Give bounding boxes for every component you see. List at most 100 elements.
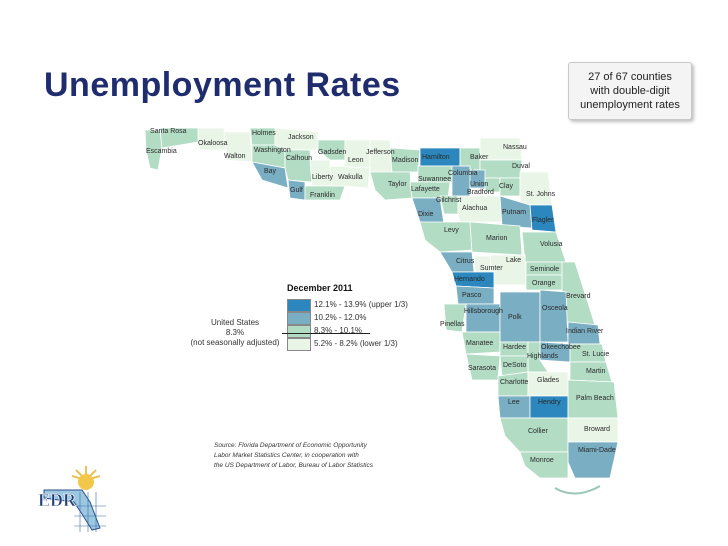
- label-wakulla: Wakulla: [338, 174, 363, 181]
- legend-range-1: 12.1% - 13.9%: [314, 300, 367, 309]
- label-marion: Marion: [486, 235, 508, 242]
- legend-range-4: 5.2% - 8.2%: [314, 339, 358, 348]
- us-note: (not seasonally adjusted): [190, 338, 280, 347]
- label-st-lucie: St. Lucie: [582, 351, 609, 358]
- label-columbia: Columbia: [448, 170, 478, 177]
- slide-title: Unemployment Rates: [44, 66, 401, 104]
- label-union: Union: [470, 181, 488, 188]
- legend-swatch-2: [287, 312, 311, 325]
- label-flagler: Flagler: [532, 217, 554, 224]
- label-citrus: Citrus: [456, 258, 475, 265]
- label-clay: Clay: [499, 183, 514, 190]
- source-line-1: Source: Florida Department of Economic O…: [214, 442, 367, 449]
- edr-logo: EDR: [38, 466, 106, 532]
- label-hardee: Hardee: [503, 344, 526, 351]
- florida-shape-icon: [43, 489, 101, 531]
- callout-line-1: 27 of 67 counties: [588, 71, 672, 83]
- legend-range-3: 8.3% - 10.1%: [314, 326, 363, 335]
- label-okeechobee: Okeechobee: [541, 344, 581, 351]
- label-levy: Levy: [444, 227, 459, 234]
- county-alachua: [457, 195, 503, 223]
- label-highlands: Highlands: [527, 353, 559, 360]
- grid-lines-icon: [74, 492, 106, 532]
- callout-line-2: with double-digit: [590, 85, 670, 97]
- logo-text: EDR: [38, 490, 77, 510]
- label-seminole: Seminole: [530, 266, 559, 273]
- label-hendry: Hendry: [538, 399, 561, 406]
- county-bradford: [484, 177, 501, 193]
- label-pinellas: Pinellas: [440, 321, 465, 328]
- label-monroe: Monroe: [530, 457, 554, 464]
- label-suwannee: Suwannee: [418, 176, 451, 183]
- callout-line-3: unemployment rates: [580, 99, 680, 111]
- us-label: United States: [210, 318, 260, 327]
- county-osceola: [539, 289, 569, 343]
- legend-note-1: (upper 1/3): [368, 300, 408, 309]
- county-collier: [499, 417, 569, 453]
- label-lee: Lee: [508, 399, 520, 406]
- county-monroe: [519, 451, 569, 479]
- label-holmes: Holmes: [252, 130, 276, 137]
- sun-icon: [78, 474, 94, 490]
- label-gadsden: Gadsden: [318, 149, 347, 156]
- county-calhoun: [284, 149, 313, 183]
- label-hillsborough: Hillsborough: [464, 308, 503, 315]
- florida-keys: [554, 485, 601, 495]
- label-dixie: Dixie: [418, 211, 434, 218]
- county-liberty: [309, 159, 333, 187]
- label-calhoun: Calhoun: [286, 155, 312, 162]
- map-regions: [144, 127, 619, 495]
- label-palm-beach: Palm Beach: [576, 395, 614, 402]
- source-line-3: the US Department of Labor, Bureau of La…: [214, 462, 373, 469]
- label-gilchrist: Gilchrist: [436, 197, 461, 204]
- label-charlotte: Charlotte: [500, 379, 529, 386]
- label-manatee: Manatee: [466, 340, 493, 347]
- source-line-2: Labor Market Statistics Center, in coope…: [214, 452, 359, 459]
- label-madison: Madison: [392, 157, 419, 164]
- legend-swatch-4: [287, 338, 311, 351]
- legend-range-2: 10.2% - 12.0%: [314, 313, 367, 322]
- label-washington: Washington: [254, 147, 291, 154]
- label-jefferson: Jefferson: [366, 149, 395, 156]
- county-bay: [251, 161, 289, 189]
- label-miami-dade: Miami-Dade: [578, 447, 616, 454]
- label-okaloosa: Okaloosa: [198, 140, 228, 147]
- label-nassau: Nassau: [503, 144, 527, 151]
- label-sumter: Sumter: [480, 265, 503, 272]
- county-walton: [223, 131, 253, 163]
- label-duval: Duval: [512, 163, 530, 170]
- label-gulf: Gulf: [290, 187, 303, 194]
- label-indian-river: Indian River: [566, 328, 604, 335]
- label-orange: Orange: [532, 280, 555, 287]
- label-walton: Walton: [224, 153, 246, 160]
- label-lafayette: Lafayette: [411, 186, 440, 193]
- label-hamilton: Hamilton: [422, 154, 450, 161]
- label-baker: Baker: [470, 154, 489, 161]
- legend-title: December 2011: [287, 283, 353, 293]
- county-gadsden: [317, 139, 346, 161]
- label-jackson: Jackson: [288, 134, 314, 141]
- county-glades: [527, 371, 569, 397]
- legend-swatch-1: [287, 299, 311, 312]
- label-collier: Collier: [528, 428, 549, 435]
- label-bay: Bay: [264, 168, 277, 175]
- us-rate-marker-line: [282, 333, 370, 334]
- label-desoto: DeSoto: [503, 362, 526, 369]
- label-putnam: Putnam: [502, 209, 526, 216]
- label-bradford: Bradford: [467, 189, 494, 196]
- legend-swatch-3: [287, 325, 311, 338]
- label-taylor: Taylor: [388, 181, 407, 188]
- label-polk: Polk: [508, 314, 522, 321]
- label-broward: Broward: [584, 426, 610, 433]
- label-alachua: Alachua: [462, 205, 487, 212]
- county-levy: [419, 221, 473, 253]
- legend-label-1: 12.1% - 13.9% (upper 1/3): [314, 300, 408, 309]
- county-wakulla: [329, 165, 371, 189]
- label-osceola: Osceola: [542, 305, 568, 312]
- legend-label-4: 5.2% - 8.2% (lower 1/3): [314, 339, 398, 348]
- label-pasco: Pasco: [462, 292, 482, 299]
- label-escambia: Escambia: [146, 148, 177, 155]
- label-glades: Glades: [537, 377, 560, 384]
- legend-note-4: (lower 1/3): [359, 339, 398, 348]
